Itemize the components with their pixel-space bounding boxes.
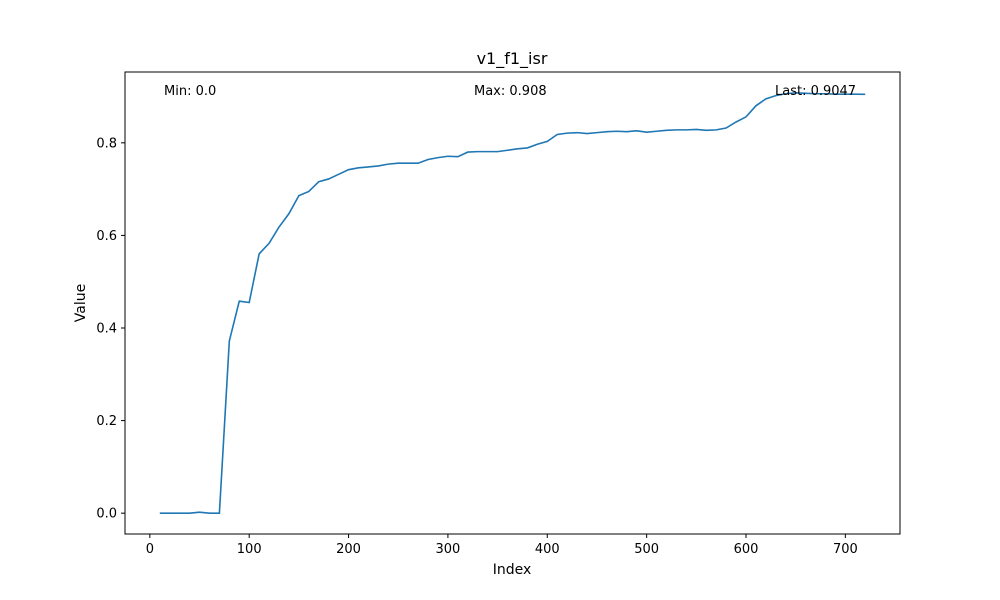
x-tick-label: 300 — [436, 542, 461, 557]
x-tick-label: 200 — [336, 542, 361, 557]
x-tick-label: 700 — [833, 542, 858, 557]
y-tick-label: 0.8 — [96, 136, 117, 151]
y-tick-label: 0.2 — [96, 414, 117, 429]
min-annotation: Min: 0.0 — [164, 84, 216, 99]
x-axis-ticks: 0 100 200 300 400 500 600 700 — [146, 534, 858, 557]
x-tick-label: 0 — [146, 542, 154, 557]
series-line — [159, 92, 866, 514]
y-axis-label: Value — [73, 284, 89, 322]
y-tick-label: 0.6 — [96, 229, 117, 244]
x-tick-label: 500 — [634, 542, 659, 557]
plot-background — [125, 72, 900, 534]
x-tick-label: 600 — [734, 542, 759, 557]
chart-title: v1_f1_isr — [477, 49, 548, 69]
x-axis-label: Index — [493, 562, 532, 578]
max-annotation: Max: 0.908 — [474, 84, 547, 99]
y-tick-label: 0.0 — [96, 507, 117, 522]
plot-frame — [124, 71, 901, 535]
last-annotation: Last: 0.9047 — [775, 84, 856, 99]
y-axis-ticks: 0.0 0.2 0.4 0.6 0.8 — [96, 136, 125, 522]
x-tick-label: 400 — [535, 542, 560, 557]
x-tick-label: 100 — [237, 542, 262, 557]
y-tick-label: 0.4 — [96, 321, 117, 336]
